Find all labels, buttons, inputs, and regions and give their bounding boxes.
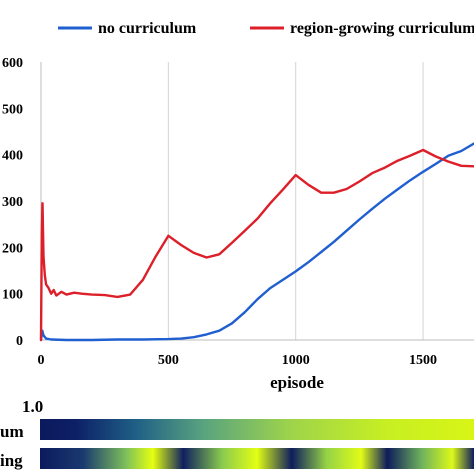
y-tick-labels: 0 100 200 300 400 500 600 bbox=[2, 56, 23, 349]
legend: no curriculum region-growing curriculum bbox=[58, 20, 474, 37]
y-tick-label: 0 bbox=[16, 334, 23, 349]
x-tick-label: 500 bbox=[158, 353, 179, 368]
series-line-no-curriculum bbox=[39, 142, 474, 342]
y-tick-label: 100 bbox=[2, 288, 23, 303]
y-tick-label: 300 bbox=[2, 195, 23, 210]
y-tick-label: 400 bbox=[2, 149, 23, 164]
x-tick-label: 0 bbox=[38, 353, 45, 368]
x-tick-label: 1500 bbox=[409, 353, 437, 368]
y-tick-label: 200 bbox=[2, 241, 23, 256]
colorbar-row-2 bbox=[40, 448, 474, 469]
series-line-region-growing-curriculum bbox=[39, 148, 474, 342]
y-tick-label: 500 bbox=[2, 102, 23, 117]
colorbar-row-label-1: um bbox=[0, 422, 24, 441]
grid-lines bbox=[167, 62, 424, 340]
series-lines bbox=[39, 142, 474, 342]
colorbar-max-label: 1.0 bbox=[22, 397, 43, 416]
colorbar: 1.0 um ing bbox=[0, 397, 474, 470]
colorbar-row-1 bbox=[40, 419, 474, 440]
x-axis-title: episode bbox=[270, 373, 324, 392]
legend-label-no-curriculum: no curriculum bbox=[98, 20, 197, 37]
legend-label-region-growing: region-growing curriculum bbox=[290, 20, 474, 37]
x-tick-labels: 0 500 1000 1500 bbox=[38, 353, 438, 368]
x-tick-label: 1000 bbox=[282, 353, 310, 368]
colorbar-row-label-2: ing bbox=[0, 451, 23, 470]
y-tick-label: 600 bbox=[2, 56, 23, 71]
